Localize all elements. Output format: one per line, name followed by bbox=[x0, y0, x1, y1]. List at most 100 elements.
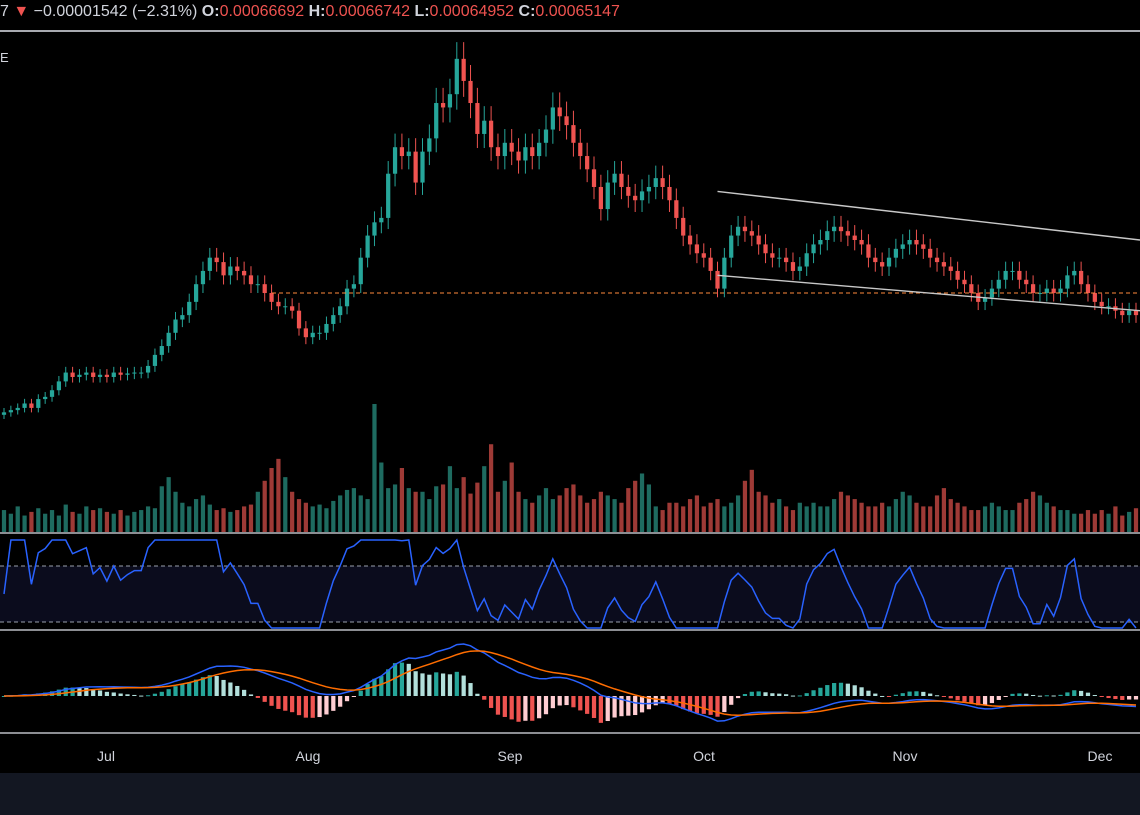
candle[interactable] bbox=[468, 80, 473, 104]
candle[interactable] bbox=[770, 253, 775, 258]
candle[interactable] bbox=[283, 306, 288, 308]
candle[interactable] bbox=[928, 248, 933, 258]
candle[interactable] bbox=[578, 142, 583, 157]
candle[interactable] bbox=[310, 332, 315, 338]
candle[interactable] bbox=[509, 142, 514, 152]
candle[interactable] bbox=[729, 235, 734, 258]
candle[interactable] bbox=[84, 372, 89, 375]
candle[interactable] bbox=[413, 151, 418, 183]
candle[interactable] bbox=[811, 244, 816, 254]
candle[interactable] bbox=[77, 374, 82, 377]
candle[interactable] bbox=[564, 116, 569, 126]
candle[interactable] bbox=[139, 372, 144, 374]
candle[interactable] bbox=[406, 151, 411, 157]
time-axis[interactable]: Jul Aug Sep Oct Nov Dec bbox=[97, 748, 1112, 764]
candle[interactable] bbox=[290, 306, 295, 311]
candle[interactable] bbox=[296, 310, 302, 329]
candle[interactable] bbox=[907, 240, 912, 245]
candle[interactable] bbox=[516, 151, 521, 161]
candle[interactable] bbox=[852, 235, 857, 240]
candle[interactable] bbox=[70, 372, 75, 377]
candle[interactable] bbox=[221, 262, 226, 276]
candle[interactable] bbox=[1079, 270, 1084, 285]
candle[interactable] bbox=[660, 178, 665, 187]
candle[interactable] bbox=[598, 186, 603, 210]
time-axis-tick[interactable]: Nov bbox=[893, 748, 918, 764]
candle[interactable] bbox=[1024, 279, 1029, 285]
candle[interactable] bbox=[427, 138, 432, 152]
candle[interactable] bbox=[461, 58, 466, 81]
candle[interactable] bbox=[886, 257, 892, 267]
candle[interactable] bbox=[29, 403, 34, 408]
candle[interactable] bbox=[276, 301, 281, 307]
candle[interactable] bbox=[742, 226, 748, 232]
candle[interactable] bbox=[43, 396, 48, 400]
candle[interactable] bbox=[866, 244, 871, 258]
candle[interactable] bbox=[145, 365, 151, 373]
candle[interactable] bbox=[749, 231, 754, 236]
candle[interactable] bbox=[8, 410, 13, 413]
candle[interactable] bbox=[495, 147, 501, 157]
candle[interactable] bbox=[1133, 310, 1139, 316]
candle[interactable] bbox=[646, 186, 652, 192]
candle[interactable] bbox=[537, 142, 542, 157]
candle[interactable] bbox=[893, 248, 898, 258]
candle[interactable] bbox=[934, 257, 940, 263]
candle[interactable] bbox=[379, 217, 384, 223]
candle[interactable] bbox=[735, 226, 741, 236]
candle[interactable] bbox=[173, 319, 178, 333]
candle[interactable] bbox=[783, 257, 789, 263]
candle[interactable] bbox=[619, 173, 624, 187]
candle[interactable] bbox=[152, 354, 158, 366]
candle[interactable] bbox=[365, 235, 370, 258]
candle[interactable] bbox=[132, 372, 137, 374]
candle[interactable] bbox=[914, 240, 919, 245]
candle[interactable] bbox=[49, 390, 55, 397]
candle[interactable] bbox=[1072, 270, 1077, 276]
candle[interactable] bbox=[187, 301, 192, 316]
candle[interactable] bbox=[626, 186, 631, 196]
candle[interactable] bbox=[104, 374, 110, 377]
candle[interactable] bbox=[880, 262, 885, 267]
candle[interactable] bbox=[1037, 293, 1043, 295]
candle[interactable] bbox=[207, 257, 212, 271]
candle[interactable] bbox=[372, 222, 377, 236]
candle[interactable] bbox=[571, 125, 576, 143]
candle[interactable] bbox=[523, 147, 528, 161]
candle[interactable] bbox=[214, 257, 219, 263]
candle[interactable] bbox=[694, 244, 700, 254]
time-axis-tick[interactable]: Sep bbox=[498, 748, 523, 764]
candle[interactable] bbox=[701, 253, 706, 258]
candle[interactable] bbox=[687, 235, 693, 245]
candle[interactable] bbox=[56, 381, 61, 391]
candle[interactable] bbox=[475, 103, 480, 134]
candle[interactable] bbox=[550, 107, 555, 130]
candle[interactable] bbox=[1058, 288, 1063, 294]
candle[interactable] bbox=[111, 372, 116, 377]
candle[interactable] bbox=[585, 156, 590, 170]
candle[interactable] bbox=[255, 284, 260, 286]
candle[interactable] bbox=[1017, 270, 1022, 280]
candle[interactable] bbox=[838, 226, 844, 232]
candles[interactable] bbox=[1, 42, 1139, 420]
candle[interactable] bbox=[591, 169, 597, 187]
candle[interactable] bbox=[351, 284, 357, 289]
candle[interactable] bbox=[180, 315, 185, 320]
time-axis-tick[interactable]: Oct bbox=[693, 748, 715, 764]
candle[interactable] bbox=[612, 173, 617, 183]
candle[interactable] bbox=[1003, 270, 1008, 280]
candle[interactable] bbox=[420, 151, 425, 183]
candle[interactable] bbox=[708, 257, 713, 271]
candle[interactable] bbox=[859, 240, 864, 245]
candle[interactable] bbox=[639, 191, 645, 201]
candle[interactable] bbox=[1010, 270, 1015, 272]
candle[interactable] bbox=[653, 178, 658, 187]
candle[interactable] bbox=[982, 297, 988, 302]
candle[interactable] bbox=[674, 200, 679, 218]
candle[interactable] bbox=[715, 270, 720, 289]
candle[interactable] bbox=[804, 253, 809, 267]
candle[interactable] bbox=[825, 231, 830, 240]
candle[interactable] bbox=[777, 257, 782, 259]
candle[interactable] bbox=[1, 412, 7, 415]
candle[interactable] bbox=[756, 235, 761, 245]
